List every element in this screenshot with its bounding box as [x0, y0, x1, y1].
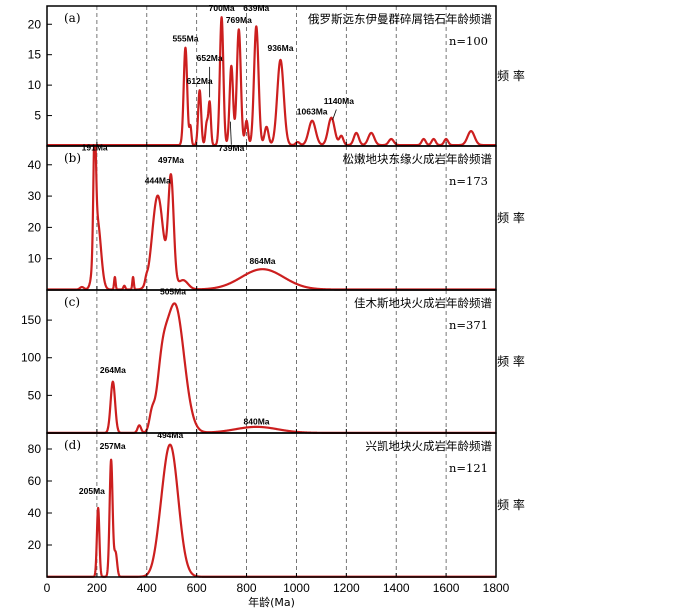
- x-tick-label: 1400: [383, 581, 410, 595]
- x-tick-label: 400: [137, 581, 157, 595]
- sample-count: n=173: [449, 174, 488, 188]
- peak-label: 700Ma: [209, 3, 235, 13]
- panel-frame: [46, 432, 497, 578]
- panel-frame: [46, 289, 497, 434]
- x-tick-label: 800: [237, 581, 257, 595]
- panel-3: 20 40 60 80 (d) 兴凯地块火成岩年龄频谱 n=121 频 率 205Ma 257Ma…: [28, 430, 525, 578]
- peak-label: 505Ma: [160, 287, 186, 297]
- series-line: [46, 16, 497, 147]
- peak-label: 191Ma: [82, 143, 108, 153]
- panel-title: 佳木斯地块火成岩年龄频谱: [354, 296, 492, 310]
- y-tick-label: 30: [28, 189, 42, 203]
- y-tick-label: 150: [21, 313, 41, 327]
- panel-0: 5 10 15 20 (a) 俄罗斯远东伊曼群碎屑锆石年龄频谱 n=100 频 率 555Ma 6…: [28, 3, 525, 153]
- callout-line: [229, 121, 232, 145]
- y-tick-label: 10: [28, 78, 42, 92]
- y-tick-label: 40: [28, 158, 42, 172]
- peak-label: 769Ma: [226, 15, 252, 25]
- x-tick-label: 1200: [333, 581, 360, 595]
- y-tick-label: 20: [28, 538, 42, 552]
- y-axis-label: 频 率: [497, 210, 525, 225]
- y-tick-label: 80: [28, 442, 42, 456]
- panel-frame: [46, 5, 497, 147]
- peak-label: 864Ma: [250, 256, 276, 266]
- x-tick-label: 1600: [433, 581, 460, 595]
- panel-title: 俄罗斯远东伊曼群碎屑锆石年龄频谱: [308, 12, 492, 26]
- x-tick-label: 1800: [483, 581, 510, 595]
- y-tick-label: 20: [28, 17, 42, 31]
- panel-label: (a): [64, 11, 81, 25]
- panel-label: (d): [64, 438, 81, 452]
- panel-title: 兴凯地块火成岩年龄频谱: [366, 439, 493, 453]
- peak-label: 555Ma: [172, 33, 198, 43]
- y-tick-label: 50: [28, 388, 42, 402]
- peak-label: 739Ma: [218, 143, 244, 153]
- peak-label: 1140Ma: [324, 96, 355, 106]
- sample-count: n=100: [449, 34, 488, 48]
- panel-label: (b): [64, 151, 81, 165]
- x-tick-label: 1000: [283, 581, 310, 595]
- panel-title: 松嫩地块东缘火成岩年龄频谱: [343, 152, 493, 166]
- peak-label: 1063Ma: [297, 106, 328, 116]
- panel-label: (c): [64, 295, 80, 309]
- y-tick-label: 20: [28, 220, 42, 234]
- panel-1: 10 20 30 40 (b) 松嫩地块东缘火成岩年龄频谱 n=173 频 率 191Ma 497…: [28, 143, 525, 291]
- peak-label: 652Ma: [197, 53, 223, 63]
- peak-label: 639Ma: [243, 3, 269, 13]
- series-line: [46, 145, 497, 291]
- panel-2: 50 100 150 (c) 佳木斯地块火成岩年龄频谱 n=371 频 率 264Ma 505M…: [21, 287, 525, 434]
- y-tick-label: 60: [28, 474, 42, 488]
- peak-label: 264Ma: [100, 365, 126, 375]
- y-tick-label: 100: [21, 351, 41, 365]
- peak-label: 444Ma: [145, 176, 171, 186]
- x-tick-label: 200: [87, 581, 107, 595]
- y-axis-label: 频 率: [497, 68, 525, 83]
- x-axis-label: 年龄(Ma): [248, 595, 295, 609]
- sample-count: n=371: [449, 318, 488, 332]
- x-tick-label: 0: [44, 581, 51, 595]
- peak-label: 494Ma: [157, 430, 183, 440]
- peak-label: 936Ma: [267, 43, 293, 53]
- y-tick-label: 10: [28, 252, 42, 266]
- series-line: [46, 443, 497, 578]
- y-axis-label: 频 率: [497, 354, 525, 369]
- y-tick-label: 15: [28, 48, 42, 62]
- peak-label: 497Ma: [158, 155, 184, 165]
- panel-frame: [46, 145, 497, 291]
- sample-count: n=121: [449, 461, 488, 475]
- y-tick-label: 40: [28, 506, 42, 520]
- y-tick-label: 5: [34, 109, 41, 123]
- peak-label: 612Ma: [187, 76, 213, 86]
- peak-label: 840Ma: [244, 417, 270, 427]
- x-tick-label: 600: [187, 581, 207, 595]
- y-axis-label: 频 率: [497, 497, 525, 512]
- peak-label: 257Ma: [100, 441, 126, 451]
- peak-label: 205Ma: [79, 486, 105, 496]
- callout-line: [332, 109, 337, 120]
